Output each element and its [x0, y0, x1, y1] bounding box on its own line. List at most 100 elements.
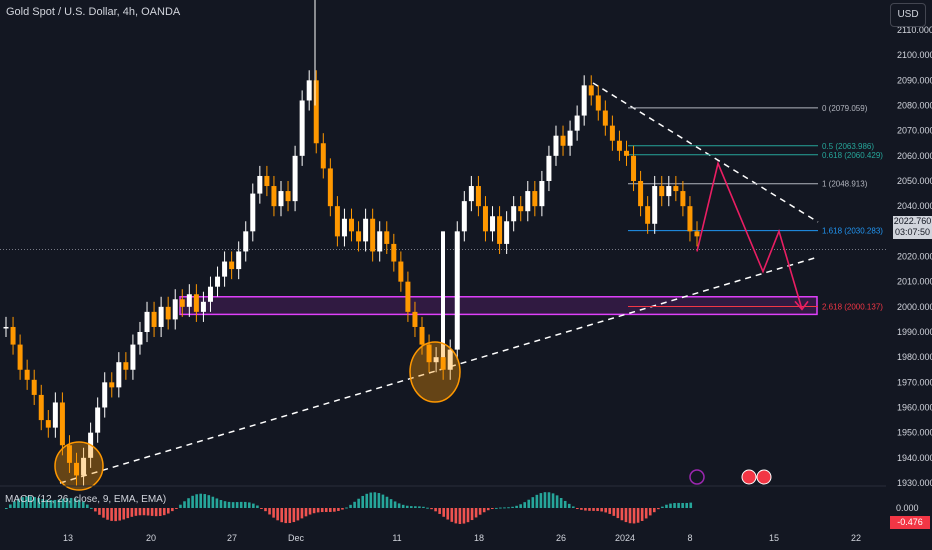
macd-bar [171, 508, 174, 512]
macd-bar [235, 502, 239, 508]
macd-bar [219, 500, 223, 508]
candle-body [74, 462, 80, 476]
macd-bar [377, 493, 381, 508]
macd-bar [345, 507, 348, 509]
macd-bar [248, 502, 251, 508]
y-tick-label: 2020.000 [897, 252, 932, 262]
candle-body [144, 311, 150, 332]
y-tick-label: 2010.000 [897, 277, 932, 287]
macd-bar [361, 495, 364, 508]
macd-bar [134, 508, 138, 516]
macd-bar [191, 495, 194, 508]
macd-bar [231, 502, 235, 508]
macd-bar [474, 508, 478, 518]
candle-body [518, 206, 524, 212]
candle-body [165, 306, 171, 320]
macd-bar [215, 498, 219, 508]
candle-body [363, 218, 369, 242]
last-price-value: 2022.760 [893, 216, 932, 226]
macd-bar [239, 501, 243, 508]
candle-body [525, 191, 531, 212]
y-tick-label: 1950.000 [897, 428, 932, 438]
candle-body [673, 186, 679, 192]
lightning-icon [689, 469, 705, 485]
macd-bar [515, 505, 518, 508]
y-tick-label: 2000.000 [897, 302, 932, 312]
candle-body [116, 362, 122, 388]
y-tick-label: 2060.000 [897, 151, 932, 161]
candle-body [95, 407, 101, 433]
macd-bar [312, 508, 316, 514]
macd-bar [195, 494, 198, 508]
macd-bar [276, 508, 279, 521]
macd-bar [183, 501, 186, 508]
macd-bar [61, 498, 65, 508]
candle-body [482, 206, 488, 232]
macd-bar [628, 508, 632, 524]
candle-body [602, 110, 608, 126]
macd-bar [324, 508, 328, 512]
candle-body [250, 193, 256, 232]
macd-bar [329, 508, 332, 512]
macd-bar [588, 508, 591, 511]
candle-body [327, 168, 333, 207]
macd-bar [657, 508, 660, 510]
macd-bar [175, 508, 178, 509]
projected-path [696, 160, 803, 310]
candle-body [59, 402, 65, 446]
x-tick-label: 18 [474, 533, 484, 543]
macd-bar [353, 501, 356, 508]
x-tick-label: 27 [227, 533, 237, 543]
y-tick-label: 2090.000 [897, 75, 932, 85]
currency-button[interactable]: USD [890, 3, 926, 27]
macd-bar [401, 504, 405, 508]
macd-bar [442, 508, 445, 517]
macd-bar [9, 504, 12, 508]
macd-bar [90, 507, 93, 509]
macd-bar [300, 508, 304, 519]
candle-body [539, 181, 545, 207]
macd-bar [426, 507, 429, 509]
macd-bar [268, 508, 271, 515]
macd-bar [381, 494, 385, 508]
y-tick-label: 1980.000 [897, 352, 932, 362]
candle-body [377, 231, 383, 252]
candle-body [623, 150, 629, 156]
macd-bar [491, 508, 494, 509]
macd-bar [636, 508, 640, 523]
macd-bar [604, 508, 607, 513]
macd-bar [223, 501, 227, 508]
macd-bar [94, 508, 97, 512]
last-price-tag: 2022.760 03:07:50 [893, 216, 932, 239]
fib-level-label: 0.5 (2063.986) [822, 142, 874, 151]
candle-body [306, 80, 312, 101]
candle-body [81, 457, 87, 476]
macd-bar [114, 508, 117, 522]
candle-body [158, 306, 164, 327]
macd-bar [102, 508, 105, 518]
macd-bar [572, 506, 575, 508]
us-flag-icon [756, 469, 772, 485]
candles [3, 0, 700, 486]
y-tick-label: 1970.000 [897, 377, 932, 387]
macd-bar [296, 508, 300, 521]
macd-bar [365, 493, 369, 508]
macd-bar [17, 498, 20, 508]
candle-body [264, 175, 270, 187]
macd-bar [150, 508, 154, 516]
candle-body [172, 299, 178, 320]
macd-bar [337, 508, 340, 511]
macd-bar [308, 508, 312, 515]
candle-body [278, 191, 284, 207]
macd-bar [410, 506, 413, 508]
candle-body [179, 299, 185, 307]
macd-bar [5, 508, 8, 509]
descending-trendline [592, 82, 819, 223]
y-tick-label: 2070.000 [897, 126, 932, 136]
macd-bar [462, 508, 466, 524]
candle-body [229, 261, 235, 270]
macd-bar [632, 508, 636, 524]
x-tick-label: Dec [288, 533, 305, 543]
macd-bar [122, 508, 126, 520]
